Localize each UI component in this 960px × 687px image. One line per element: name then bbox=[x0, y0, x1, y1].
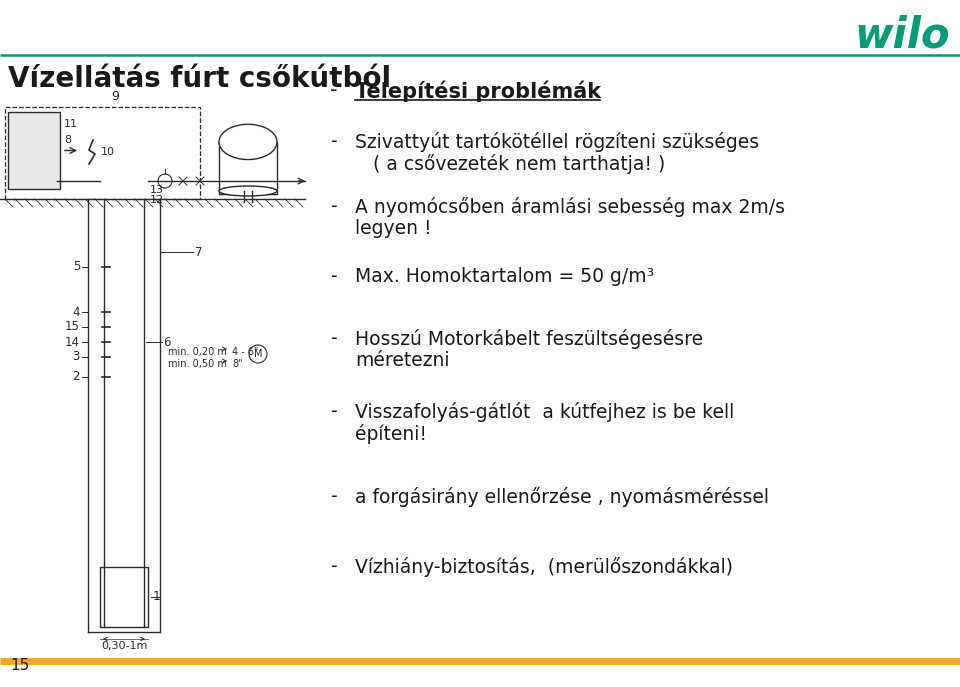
Text: 13: 13 bbox=[150, 185, 164, 195]
Ellipse shape bbox=[219, 186, 277, 196]
Text: 15: 15 bbox=[10, 658, 29, 673]
Text: 6: 6 bbox=[163, 335, 171, 348]
Text: 5: 5 bbox=[73, 260, 80, 273]
Bar bbox=[8, 112, 60, 189]
Text: Telepítési problémák: Telepítési problémák bbox=[355, 80, 601, 102]
Text: 3: 3 bbox=[73, 350, 80, 363]
Text: -: - bbox=[330, 402, 337, 421]
Text: Hosszú Motorkábelt feszültségesésre: Hosszú Motorkábelt feszültségesésre bbox=[355, 329, 703, 349]
Text: méretezni: méretezni bbox=[355, 351, 449, 370]
Text: ( a csővezeték nem tarthatja! ): ( a csővezeték nem tarthatja! ) bbox=[355, 154, 665, 174]
Text: 8: 8 bbox=[64, 135, 71, 145]
Text: legyen !: legyen ! bbox=[355, 219, 432, 238]
Text: Vízhiány-biztosítás,  (merülőszondákkal): Vízhiány-biztosítás, (merülőszondákkal) bbox=[355, 557, 733, 577]
Text: 10: 10 bbox=[101, 147, 115, 157]
Text: 12: 12 bbox=[150, 195, 164, 205]
Text: M: M bbox=[253, 349, 262, 359]
Text: A nyomócsőben áramlási sebesség max 2m/s: A nyomócsőben áramlási sebesség max 2m/s bbox=[355, 197, 785, 217]
Text: 2: 2 bbox=[73, 370, 80, 383]
Text: 0,30-1m: 0,30-1m bbox=[101, 641, 147, 651]
Text: a forgásirány ellenőrzése , nyomásméréssel: a forgásirány ellenőrzése , nyomásméréss… bbox=[355, 487, 769, 507]
Circle shape bbox=[158, 174, 172, 188]
Text: -: - bbox=[330, 80, 338, 100]
Text: 1: 1 bbox=[153, 591, 161, 603]
Text: 8": 8" bbox=[232, 359, 243, 369]
Text: 14: 14 bbox=[65, 335, 80, 348]
Text: -: - bbox=[330, 557, 337, 576]
Text: -: - bbox=[330, 267, 337, 286]
Text: Vízellátás fúrt csőkútból: Vízellátás fúrt csőkútból bbox=[8, 65, 391, 93]
Ellipse shape bbox=[219, 124, 277, 159]
Text: -: - bbox=[330, 487, 337, 506]
Text: 4 - 6": 4 - 6" bbox=[232, 347, 258, 357]
Text: -: - bbox=[330, 329, 337, 348]
Text: 11: 11 bbox=[64, 119, 78, 129]
Bar bbox=[5, 107, 200, 199]
Text: 15: 15 bbox=[65, 321, 80, 333]
Text: wilo: wilo bbox=[854, 15, 950, 57]
Text: -: - bbox=[330, 197, 337, 216]
Bar bbox=[219, 142, 277, 194]
Text: -: - bbox=[330, 132, 337, 151]
Text: Max. Homoktartalom = 50 g/m³: Max. Homoktartalom = 50 g/m³ bbox=[355, 267, 655, 286]
Text: 4: 4 bbox=[73, 306, 80, 319]
Text: építeni!: építeni! bbox=[355, 424, 427, 444]
Text: Szivattyút tartókötéllel rögzíteni szükséges: Szivattyút tartókötéllel rögzíteni szüks… bbox=[355, 132, 759, 152]
Text: 7: 7 bbox=[195, 245, 203, 258]
Circle shape bbox=[249, 345, 267, 363]
Text: min. 0,50 m: min. 0,50 m bbox=[168, 359, 227, 369]
Text: Visszafolyás-gátlót  a kútfejhez is be kell: Visszafolyás-gátlót a kútfejhez is be ke… bbox=[355, 402, 734, 422]
Text: 9: 9 bbox=[111, 90, 119, 103]
Text: min. 0,20 m: min. 0,20 m bbox=[168, 347, 227, 357]
Bar bbox=[100, 567, 148, 627]
